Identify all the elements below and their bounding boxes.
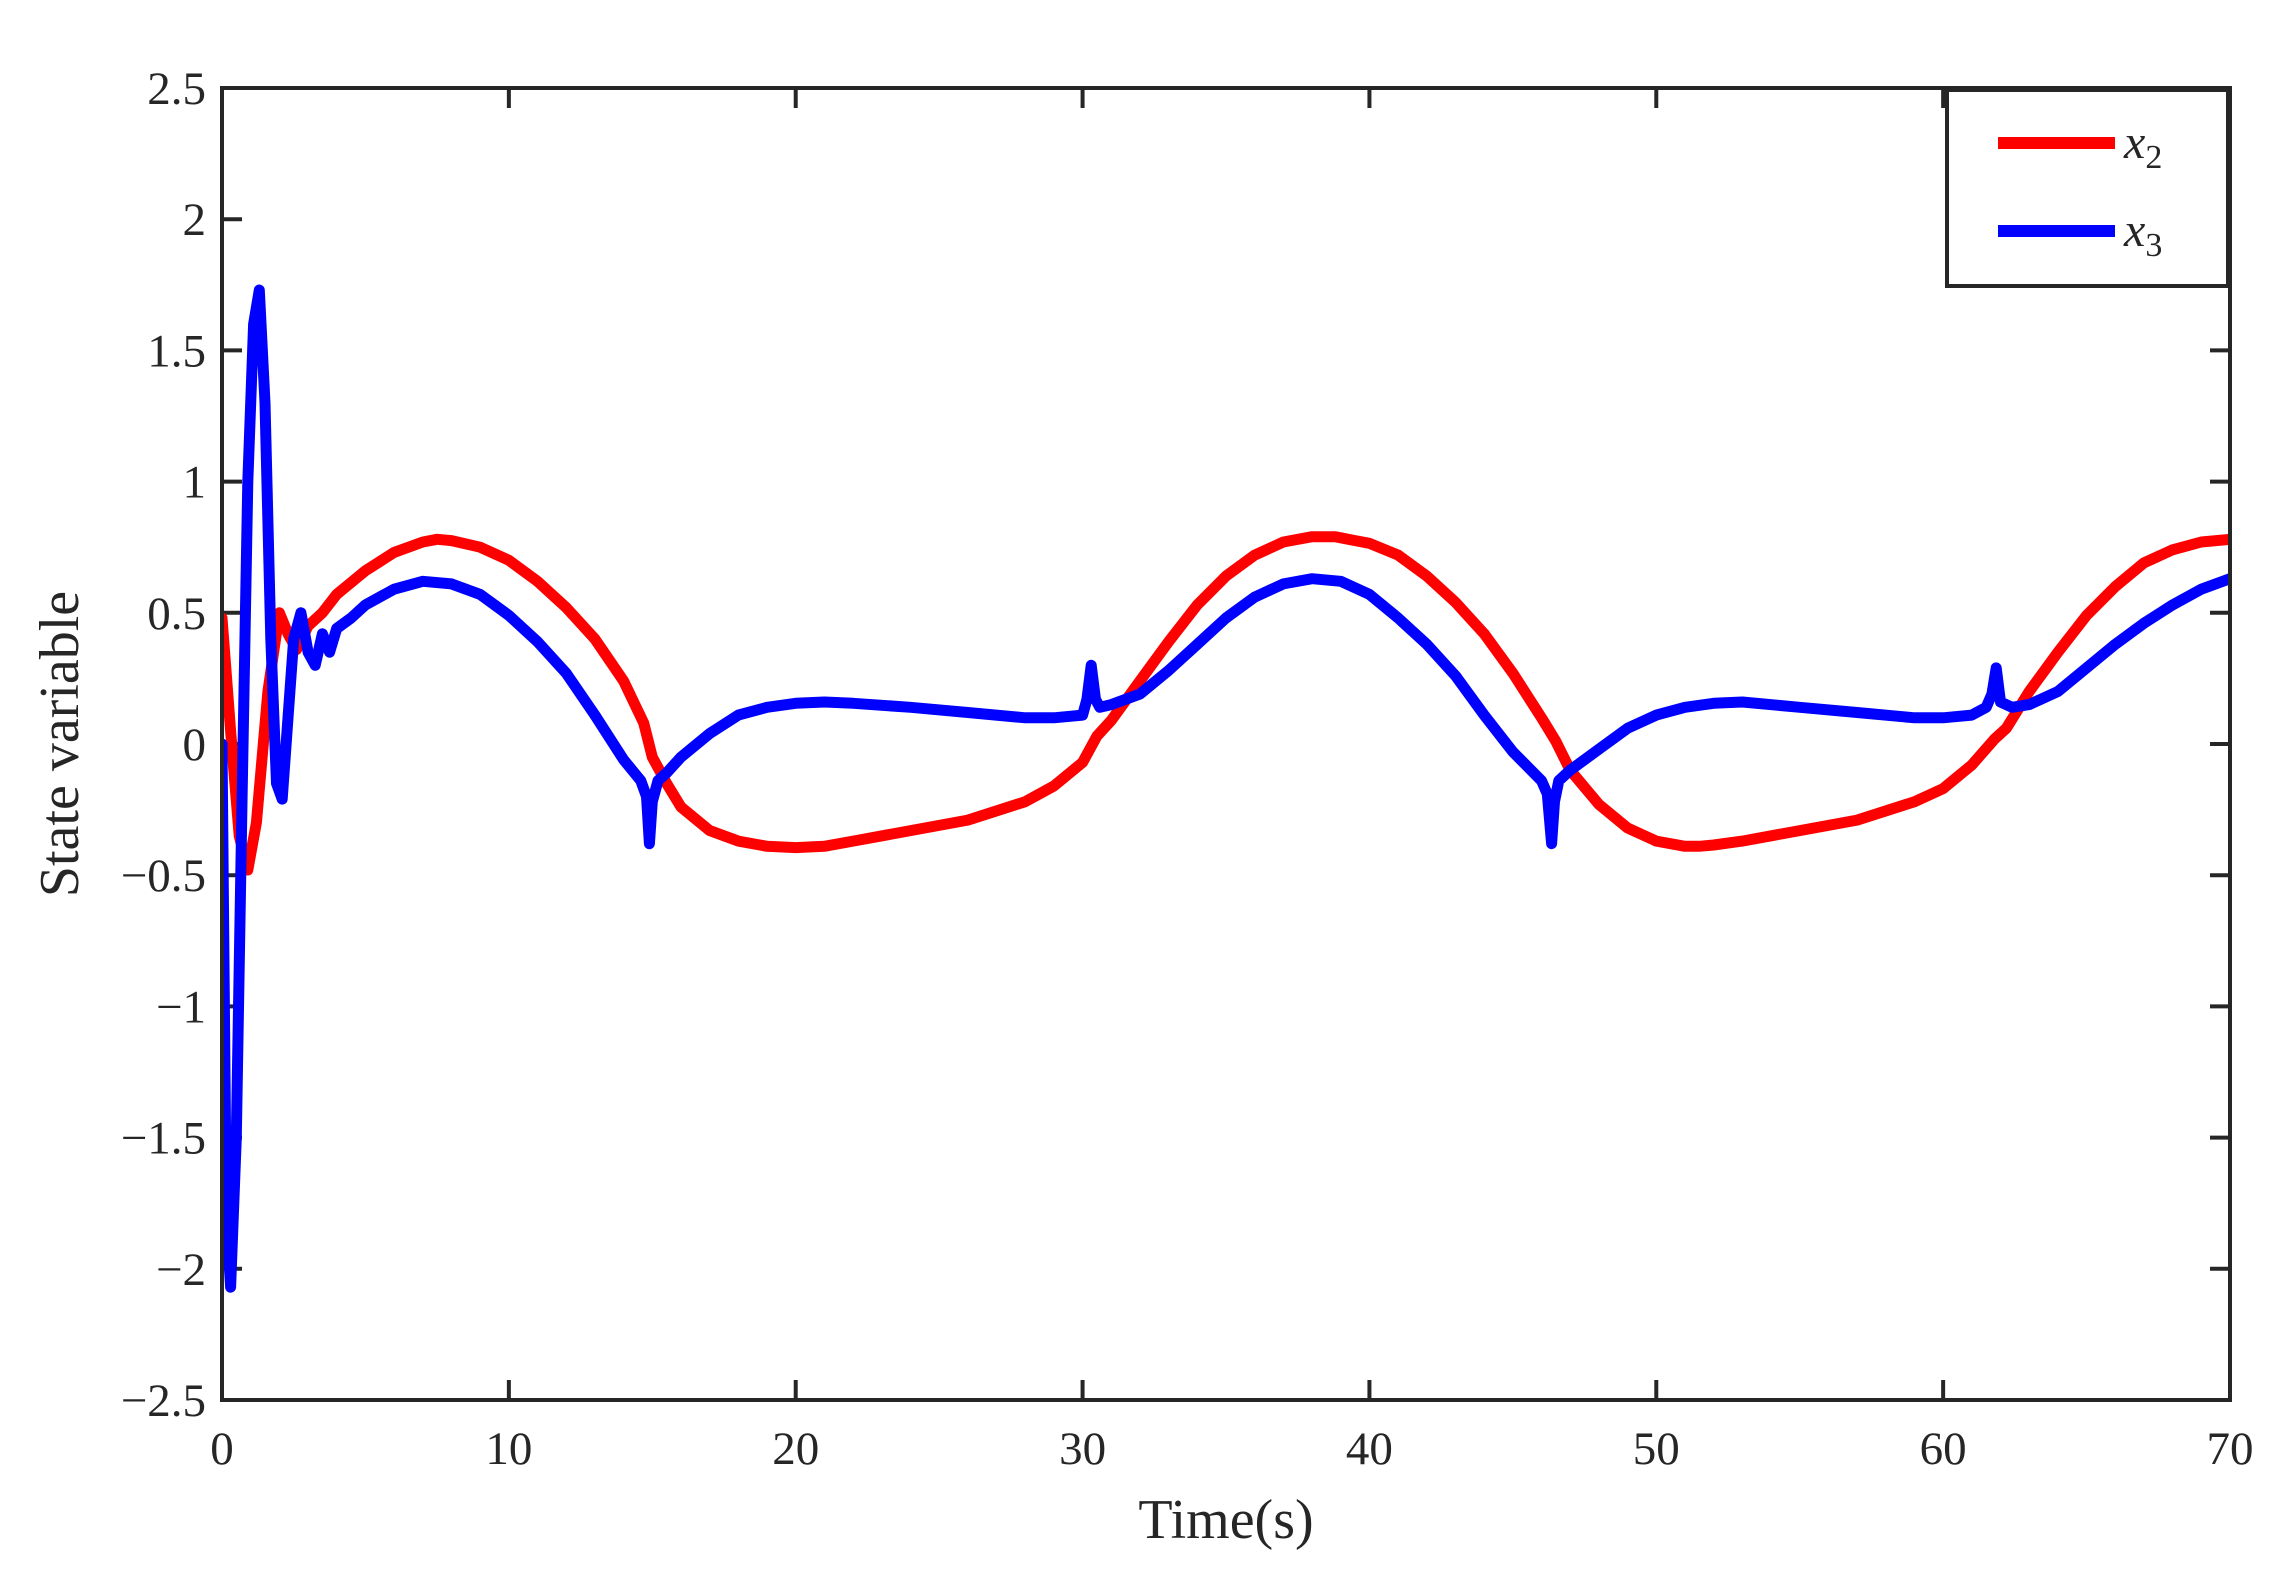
legend: x2 x3 — [1945, 88, 2230, 288]
y-tick-labels: 2.5 2 1.5 1 0.5 0 −0.5 −1 −1.5 −2 −2.5 — [121, 63, 206, 1427]
series-layer — [222, 284, 2230, 1293]
legend-label-x2: x2 — [2123, 116, 2162, 176]
y-tick-label: −1.5 — [121, 1113, 206, 1165]
legend-label-x2-base: x — [2123, 116, 2145, 169]
y-tick-label: 2 — [183, 194, 207, 246]
legend-box — [1945, 88, 2230, 288]
y-tick-label: 2.5 — [147, 63, 206, 115]
legend-label-x2-sub: 2 — [2145, 139, 2162, 176]
x-tick-label: 10 — [485, 1423, 532, 1475]
legend-label-x3-base: x — [2123, 204, 2145, 257]
x-tick-label: 40 — [1346, 1423, 1393, 1475]
x-tick-labels: 0 10 20 30 40 50 60 70 — [210, 1423, 2253, 1475]
plot-frame — [220, 86, 2232, 1402]
y-tick-label: −1 — [156, 981, 206, 1033]
x-tick-label: 60 — [1920, 1423, 1967, 1475]
x-tick-marks — [220, 88, 2232, 1400]
legend-label-x3-sub: 3 — [2145, 227, 2162, 264]
x-tick-label: 20 — [772, 1423, 819, 1475]
x-tick-label: 30 — [1059, 1423, 1106, 1475]
x-tick-label: 50 — [1633, 1423, 1680, 1475]
y-axis-title: State variable — [29, 591, 91, 897]
y-tick-label: 0 — [183, 719, 207, 771]
y-tick-label: 1 — [183, 457, 207, 509]
legend-label-x3: x3 — [2123, 204, 2162, 264]
x-axis-title: Time(s) — [1138, 1489, 1313, 1551]
y-tick-label: 1.5 — [147, 325, 206, 377]
y-tick-label: 0.5 — [147, 588, 206, 640]
series-line-x3 — [222, 284, 2230, 1293]
x-tick-label: 0 — [210, 1423, 234, 1475]
y-tick-label: −2.5 — [121, 1375, 206, 1427]
y-tick-label: −0.5 — [121, 850, 206, 902]
x-tick-label: 70 — [2207, 1423, 2254, 1475]
y-tick-marks — [222, 86, 2230, 1402]
series-line-x2 — [222, 531, 2230, 876]
y-tick-label: −2 — [156, 1244, 206, 1296]
